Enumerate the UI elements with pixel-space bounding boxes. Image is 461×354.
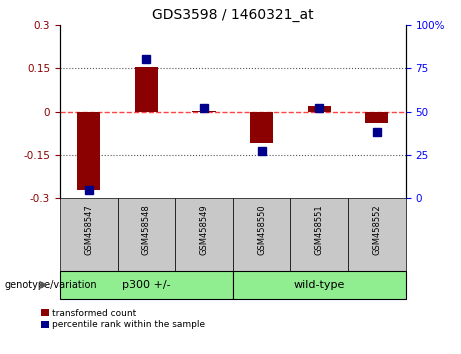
Text: GSM458551: GSM458551: [315, 204, 324, 255]
Bar: [77, 112, 100, 190]
Bar: [193, 111, 216, 112]
Bar: [365, 112, 388, 123]
Bar: [290, 198, 348, 271]
Text: GSM458552: GSM458552: [372, 204, 381, 255]
Bar: [233, 198, 290, 271]
Bar: [135, 67, 158, 112]
Bar: [175, 198, 233, 271]
Text: GSM458550: GSM458550: [257, 204, 266, 255]
Bar: [233, 271, 406, 299]
Bar: [60, 271, 233, 299]
Title: GDS3598 / 1460321_at: GDS3598 / 1460321_at: [152, 8, 313, 22]
Text: GSM458547: GSM458547: [84, 204, 93, 255]
Bar: [348, 198, 406, 271]
Text: p300 +/-: p300 +/-: [122, 280, 171, 290]
Bar: [308, 106, 331, 112]
Text: GSM458549: GSM458549: [200, 204, 208, 255]
Text: genotype/variation: genotype/variation: [5, 280, 97, 290]
Bar: [60, 198, 118, 271]
Legend: transformed count, percentile rank within the sample: transformed count, percentile rank withi…: [41, 309, 205, 329]
Bar: [118, 198, 175, 271]
Bar: [250, 112, 273, 143]
Text: wild-type: wild-type: [294, 280, 345, 290]
Text: GSM458548: GSM458548: [142, 204, 151, 255]
